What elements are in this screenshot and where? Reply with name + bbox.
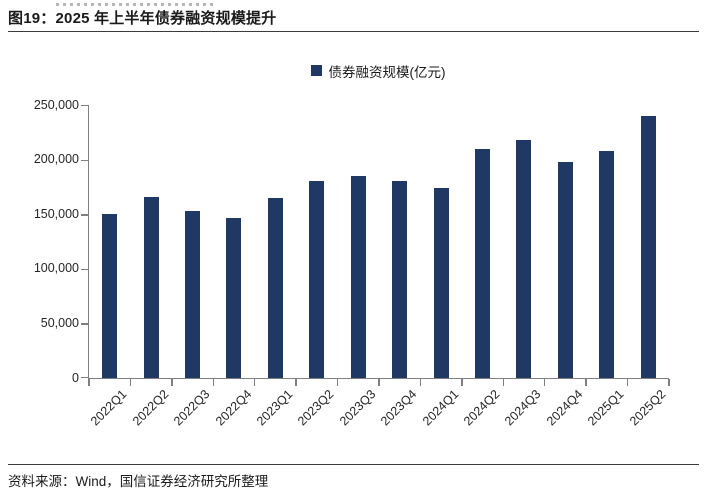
title-divider: [8, 31, 699, 33]
x-tick-label-2024Q1: 2024Q1: [419, 387, 461, 429]
bar-slot-2023Q4: 2023Q4: [378, 105, 420, 428]
x-tick: [378, 379, 380, 387]
legend-marker-swatch: [310, 65, 322, 76]
y-tick-label-50,000: 50,000: [40, 315, 79, 330]
bar-2022Q3: [185, 210, 201, 378]
x-tick: [254, 379, 256, 387]
bar-2024Q4: [557, 161, 573, 378]
bar-2022Q1: [102, 214, 118, 378]
bar-2023Q2: [309, 181, 325, 378]
bar-slot-2024Q2: 2024Q2: [461, 105, 503, 428]
y-tick-label-100,000: 100,000: [33, 261, 79, 276]
bar-2024Q3: [516, 139, 532, 378]
y-tick: [81, 105, 89, 107]
x-tick: [668, 379, 670, 387]
bar-2025Q1: [599, 150, 615, 378]
footer-divider: [8, 464, 699, 466]
x-tick: [336, 379, 339, 387]
x-tick: [212, 379, 214, 387]
y-tick-label-0: 0: [72, 370, 79, 385]
y-tick: [81, 214, 89, 216]
bar-slot-2023Q3: 2023Q3: [337, 105, 379, 428]
y-tick: [81, 159, 89, 161]
y-tick: [81, 376, 89, 378]
bar-2023Q1: [267, 197, 283, 378]
y-tick-label-200,000: 200,000: [33, 152, 79, 167]
bar-slot-2022Q1: 2022Q1: [88, 105, 130, 428]
bar-slot-2024Q3: 2024Q3: [502, 105, 544, 428]
x-tick-label-2023Q2: 2023Q2: [295, 387, 337, 429]
bar-slot-2024Q1: 2024Q1: [420, 105, 461, 428]
x-tick-label-2022Q1: 2022Q1: [88, 387, 130, 429]
x-tick-label-2024Q4: 2024Q4: [543, 387, 586, 429]
bar-slot-2024Q4: 2024Q4: [544, 105, 586, 428]
bar-slot-2025Q1: 2025Q1: [585, 105, 627, 428]
x-tick-label-2023Q4: 2023Q4: [378, 387, 420, 429]
x-tick-label-2023Q3: 2023Q3: [336, 387, 379, 429]
clipped-text-artifact: [56, 3, 213, 6]
x-tick-label-2025Q1: 2025Q1: [585, 387, 627, 429]
y-tick-label-250,000: 250,000: [33, 97, 79, 112]
y-tick: [81, 268, 89, 271]
bar-2022Q2: [143, 196, 159, 378]
bar-2022Q4: [226, 217, 242, 378]
x-tick-label-2022Q4: 2022Q4: [212, 387, 254, 429]
x-tick-label-2022Q3: 2022Q3: [171, 387, 213, 429]
x-tick: [461, 379, 463, 387]
bar-2023Q4: [392, 181, 408, 378]
y-tick: [81, 323, 89, 325]
bar-slot-2023Q1: 2023Q1: [254, 105, 296, 428]
bar-slot-2022Q3: 2022Q3: [171, 105, 213, 428]
bar-2024Q1: [433, 188, 449, 378]
bar-slot-2023Q2: 2023Q2: [295, 105, 337, 428]
legend-label: 债券融资规模(亿元): [328, 64, 446, 80]
x-tick-label-2023Q1: 2023Q1: [253, 387, 296, 429]
bar-slot-2022Q2: 2022Q2: [130, 105, 171, 428]
x-tick-label-2024Q3: 2024Q3: [502, 387, 544, 429]
bar-slot-2022Q4: 2022Q4: [213, 105, 254, 428]
x-tick-label-2024Q2: 2024Q2: [461, 387, 503, 429]
x-tick: [419, 379, 422, 387]
x-tick: [544, 379, 546, 387]
y-tick-label-150,000: 150,000: [33, 206, 79, 221]
bar-2023Q3: [350, 176, 366, 378]
source-note: 资料来源：Wind，国信证券经济研究所整理: [8, 474, 269, 489]
x-tick: [502, 379, 504, 387]
bar-2024Q2: [475, 148, 490, 378]
chart-legend: 债券融资规模(亿元): [88, 62, 668, 80]
x-tick: [626, 379, 629, 387]
x-tick: [295, 379, 297, 387]
figure-title: 图19：2025 年上半年债券融资规模提升: [8, 10, 277, 27]
bar-slot-2025Q2: 2025Q2: [627, 105, 668, 428]
y-axis-labels: 0 50,000 100,000 150,000 200,000 250,000: [0, 98, 79, 385]
plot-area: 2022Q1 2022Q2 2022Q3 2022Q4 2023Q1 2023Q2 2023…: [81, 105, 670, 428]
x-tick: [585, 379, 587, 387]
x-tick: [171, 379, 173, 387]
x-tick: [88, 379, 90, 387]
x-tick-label-2025Q2: 2025Q2: [626, 387, 669, 429]
x-tick: [129, 379, 132, 387]
bar-2025Q2: [640, 115, 656, 378]
x-tick-label-2022Q2: 2022Q2: [129, 387, 172, 429]
bars-layer: 2022Q1 2022Q2 2022Q3 2022Q4 2023Q1 2023Q2 2023…: [88, 105, 669, 428]
